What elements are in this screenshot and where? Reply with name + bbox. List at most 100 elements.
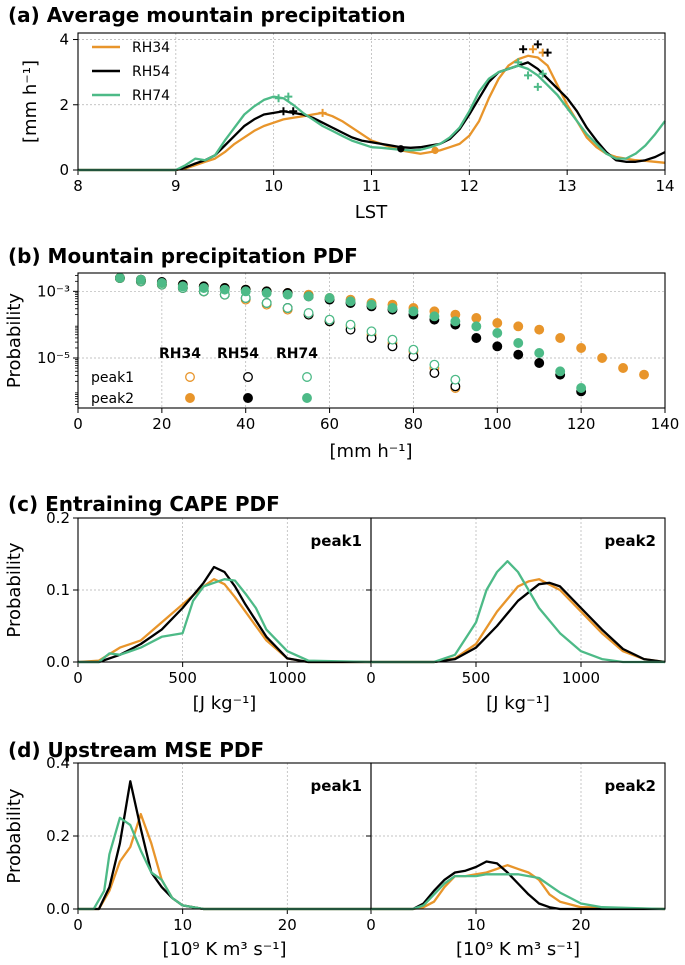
pdf-point-rh74-peak2 (429, 311, 440, 322)
pdf-point-rh74-peak2 (198, 283, 209, 293)
min-marker-rh34 (431, 146, 439, 155)
pdf-point-rh74-peak1 (366, 326, 377, 337)
x-tick-label: 60 (320, 415, 339, 433)
panel-label-peak2: peak2 (605, 777, 656, 795)
pdf-line-rh74-peak1 (78, 816, 371, 911)
pdf-point-rh34-peak2 (471, 313, 482, 323)
peak-marker-rh54 (279, 107, 288, 116)
x-tick-label: 10 (264, 177, 283, 195)
peak-marker-rh74 (284, 92, 293, 101)
legend-column-header: RH34 (159, 346, 201, 362)
pdf-point-rh74-peak1 (261, 298, 272, 308)
pdf-point-rh74-peak1 (450, 374, 461, 385)
panel-c-title: (c) Entraining CAPE PDF (8, 492, 280, 516)
y-axis-label: Probability (4, 293, 25, 388)
panel-label-peak1: peak1 (311, 532, 362, 550)
x-tick-label: 8 (73, 177, 83, 195)
y-tick-label: 0 (59, 161, 69, 179)
pdf-point-rh74-peak2 (513, 338, 524, 348)
x-tick-label: 9 (171, 177, 181, 195)
x-tick-label: 1000 (268, 669, 306, 687)
peak-marker-rh74 (524, 71, 533, 80)
pdf-point-rh74-peak2 (534, 348, 545, 358)
x-tick-label: 10 (466, 916, 485, 934)
x-tick-label: 11 (362, 177, 381, 195)
pdf-point-rh34-peak2 (618, 363, 629, 373)
x-tick-label: 0 (366, 669, 376, 687)
pdf-point-rh74-peak2 (324, 293, 335, 303)
legend-column-header: RH74 (276, 346, 318, 362)
pdf-point-rh74-peak1 (408, 344, 419, 355)
peak-marker-rh54 (519, 45, 528, 54)
peak-marker-rh54 (289, 107, 298, 116)
pdf-line-rh54-peak2 (371, 860, 665, 911)
y-tick-label: 10⁻³ (37, 282, 70, 300)
pdf-point-rh74-peak2 (492, 328, 503, 338)
x-tick-label: 14 (655, 177, 674, 195)
x-tick-label: 0 (73, 669, 83, 687)
x-axis-label: [mm h⁻¹] (330, 441, 413, 462)
y-tick-label: 2 (59, 96, 69, 114)
panel-d-frame-peak2 (370, 762, 666, 910)
x-tick-label: 0 (366, 916, 376, 934)
panel-c-frame-peak2 (370, 517, 666, 663)
y-axis-label: Probability (4, 542, 25, 637)
panel-label-peak1: peak1 (311, 777, 362, 795)
legend-marker-rh74-peak1 (302, 372, 312, 382)
pdf-point-rh34-peak2 (555, 333, 566, 343)
pdf-point-rh74-peak2 (471, 321, 482, 332)
pdf-point-rh74-peak2 (450, 316, 461, 327)
x-tick-label: 40 (236, 415, 255, 433)
peak-marker-rh34 (528, 45, 537, 54)
pdf-point-rh74-peak2 (114, 273, 125, 283)
peak-marker-rh54 (543, 48, 552, 57)
x-tick-label: 12 (460, 177, 479, 195)
pdf-point-rh54-peak2 (513, 349, 524, 360)
y-axis-label: Probability (4, 788, 25, 883)
x-tick-label: 0 (73, 916, 83, 934)
pdf-point-rh74-peak2 (282, 289, 293, 300)
x-tick-label: 80 (404, 415, 423, 433)
panel-d-title: (d) Upstream MSE PDF (8, 738, 264, 762)
panel-label-peak2: peak2 (605, 532, 656, 550)
pdf-point-rh74-peak2 (576, 383, 587, 393)
legend-marker-rh74-peak2 (302, 393, 312, 403)
pdf-point-rh74-peak2 (345, 296, 356, 307)
pdf-point-rh34-peak2 (513, 321, 524, 332)
pdf-line-rh54-peak2 (371, 581, 666, 664)
pdf-point-rh54-peak2 (471, 333, 482, 343)
pdf-point-rh54-peak2 (534, 358, 545, 368)
pdf-line-rh34-peak2 (371, 578, 666, 664)
pdf-line-rh74-peak1 (78, 578, 372, 664)
x-tick-label: 500 (168, 669, 197, 687)
peak-marker-rh74 (514, 58, 523, 67)
series-line-rh74 (78, 64, 666, 172)
pdf-point-rh74-peak2 (555, 366, 566, 377)
x-axis-label: [10⁹ K m³ s⁻¹] (163, 939, 287, 960)
pdf-point-rh74-peak2 (177, 281, 188, 292)
x-tick-label: 0 (73, 415, 83, 433)
y-tick-label: 10⁻⁵ (37, 349, 70, 367)
legend-label: RH74 (132, 88, 170, 104)
peak-marker-rh74 (274, 94, 283, 103)
x-axis-label: [J kg⁻¹] (486, 693, 550, 714)
x-tick-label: 120 (567, 415, 596, 433)
legend-label: RH34 (132, 40, 170, 56)
peak-marker-rh34 (318, 108, 327, 117)
y-tick-label: 4 (59, 31, 69, 49)
pdf-line-rh34-peak2 (371, 864, 666, 911)
pdf-point-rh74-peak2 (219, 284, 230, 295)
pdf-point-rh74-peak2 (135, 274, 146, 285)
x-tick-label: 140 (651, 415, 680, 433)
legend-row-label: peak2 (91, 391, 134, 407)
x-tick-label: 20 (152, 415, 171, 433)
y-tick-label: 0.0 (46, 900, 70, 918)
x-axis-label: [J kg⁻¹] (193, 693, 257, 714)
pdf-point-rh74-peak1 (324, 314, 335, 325)
x-tick-label: 20 (571, 916, 590, 934)
y-tick-label: 0.4 (46, 754, 70, 772)
pdf-line-rh54-peak1 (78, 780, 371, 911)
pdf-point-rh74-peak2 (156, 278, 167, 288)
pdf-point-rh74-peak1 (387, 334, 398, 345)
